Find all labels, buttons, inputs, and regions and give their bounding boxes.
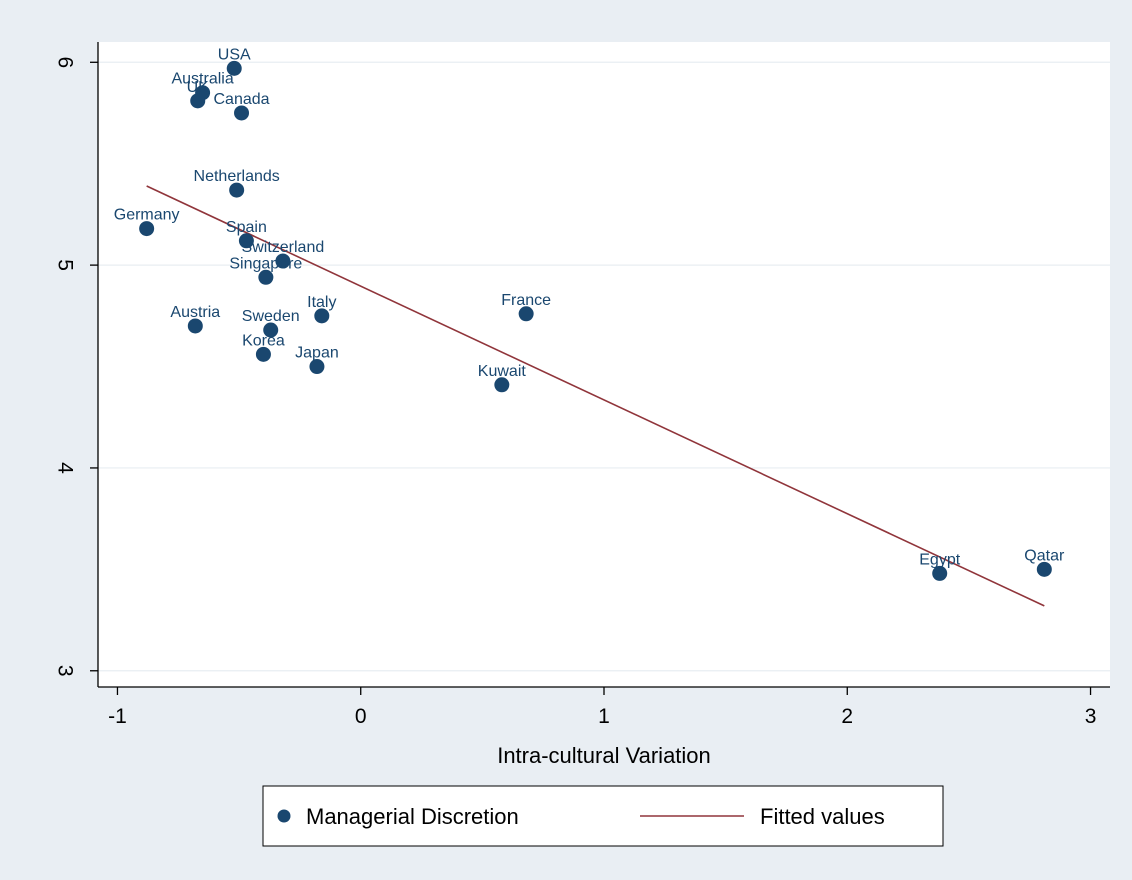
point-label-kuwait: Kuwait [478,363,527,380]
grid-lines [98,61,1110,672]
point-italy [314,308,330,324]
x-tick-label-0: 0 [355,705,367,728]
point-egypt [932,565,948,581]
y-axis-ticks: 3 4 5 6 [54,56,98,677]
plot-area [98,42,1110,687]
point-canada [234,105,250,121]
point-qatar [1036,561,1052,577]
legend-marker-managerial-discretion [277,809,291,823]
x-axis-title: Intra-cultural Variation [497,743,711,768]
x-tick-label-1: 1 [598,705,610,728]
point-label-sweden: Sweden [242,308,300,325]
x-tick-label-3: 3 [1085,705,1097,728]
point-germany [139,221,155,237]
point-label-korea: Korea [242,332,285,349]
point-label-spain: Spain [226,219,267,236]
point-label-italy: Italy [307,294,336,311]
point-uk [190,93,206,109]
point-usa [226,60,242,76]
point-france [518,306,534,322]
point-label-germany: Germany [114,207,180,224]
point-label-qatar: Qatar [1024,547,1065,564]
legend: Managerial Discretion Fitted values [262,785,944,847]
y-tick-label-4: 4 [54,462,77,474]
point-label-singapore: Singapore [229,255,302,272]
point-netherlands [229,182,245,198]
point-singapore [258,269,274,285]
point-spain [238,233,254,249]
point-label-canada: Canada [214,91,270,108]
point-label-egypt: Egypt [919,551,960,568]
y-tick-label-3: 3 [54,665,77,677]
legend-label-fitted-values: Fitted values [760,804,885,829]
legend-box [262,785,944,847]
point-label-netherlands: Netherlands [194,168,280,185]
fitted-values-line [146,185,1045,607]
point-label-france: France [501,292,551,309]
x-tick-label-2: 2 [841,705,853,728]
point-austria [187,318,203,334]
point-japan [309,359,325,375]
legend-label-managerial-discretion: Managerial Discretion [306,804,519,829]
point-label-austria: Austria [170,304,220,321]
x-axis-ticks: -1 0 1 2 3 [108,687,1096,728]
point-label-uk: UK [187,79,210,96]
point-label-australia: Australia [171,71,233,88]
point-kuwait [494,377,510,393]
point-label-switzerland: Switzerland [242,239,325,256]
x-tick-label--1: -1 [108,705,127,728]
point-switzerland [275,253,291,269]
point-label-japan: Japan [295,345,339,362]
point-sweden [263,322,279,338]
point-label-usa: USA [218,46,251,63]
y-tick-label-5: 5 [54,259,77,271]
y-tick-label-6: 6 [54,56,77,68]
point-korea [255,346,271,362]
